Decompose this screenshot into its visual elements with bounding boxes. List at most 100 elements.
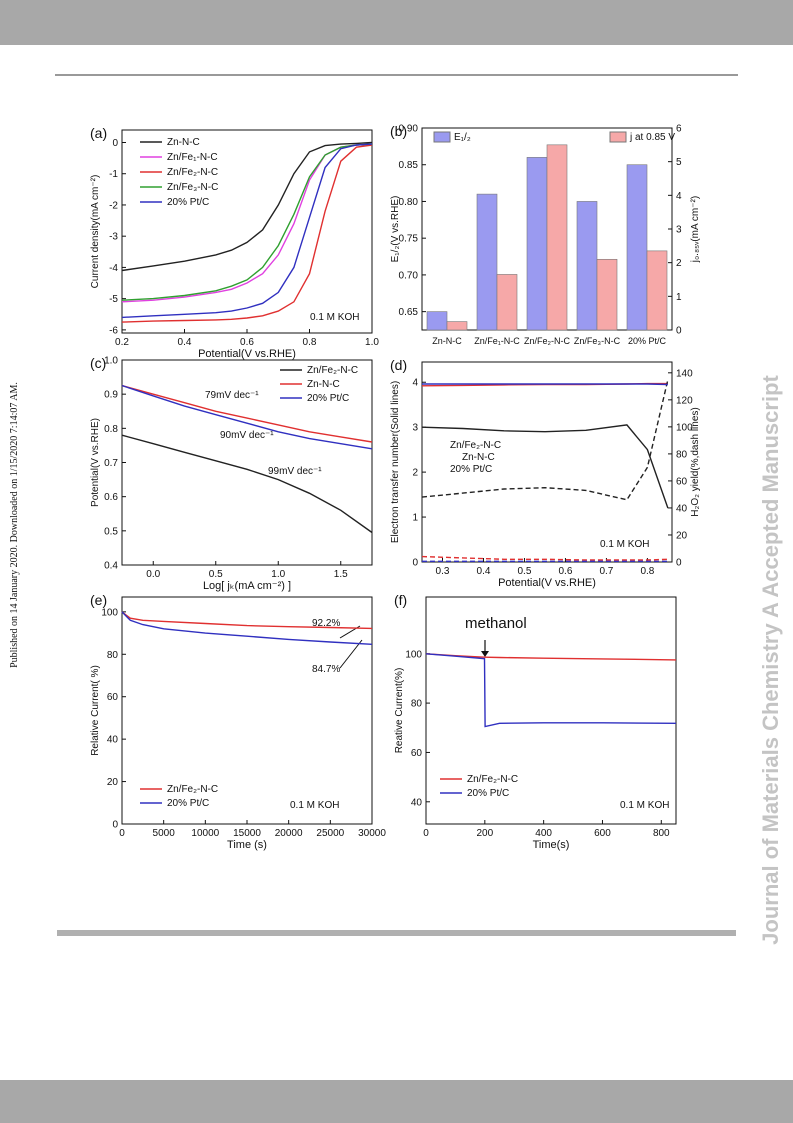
- y2-tick-label: 140: [676, 368, 693, 379]
- annotation: methanol: [465, 615, 527, 632]
- y-tick-label: 40: [411, 797, 423, 808]
- y-tick-label: 20: [107, 777, 119, 788]
- y2-tick-label: 0: [676, 326, 682, 337]
- line: [121, 611, 373, 630]
- legend-label: Zn-N-C: [307, 379, 340, 390]
- legend-label: 20% Pt/C: [167, 798, 209, 809]
- line: [121, 144, 373, 323]
- x-tick-label: 20000: [275, 828, 303, 839]
- y2-tick-label: 60: [676, 476, 688, 487]
- panel-label: (a): [90, 125, 107, 141]
- x-tick-label: 0.0: [146, 569, 160, 580]
- y-tick-label: 0.65: [399, 307, 419, 318]
- y2-tick-label: 6: [676, 124, 682, 135]
- x-axis-label: Time(s): [533, 839, 570, 851]
- y-tick-label: 0.75: [399, 234, 419, 245]
- legend-label: Zn/Fe₁-N-C: [167, 152, 218, 163]
- line: [121, 143, 373, 301]
- y-tick-label: -4: [109, 263, 118, 274]
- annotation: 0.1 M KOH: [310, 312, 359, 323]
- bar: [526, 157, 548, 331]
- panel-label: (f): [394, 592, 407, 608]
- y-tick-label: 60: [107, 692, 119, 703]
- y-axis-label: Current density(mA cm⁻²): [90, 175, 101, 289]
- y-tick-label: 0.5: [104, 526, 118, 537]
- x-tick-label: Zn-N-C: [432, 336, 462, 346]
- bar: [596, 258, 618, 331]
- x-tick-label: 30000: [358, 828, 386, 839]
- line: [121, 143, 373, 303]
- annotation: 90mV dec⁻¹: [220, 430, 274, 441]
- y2-tick-label: 20: [676, 530, 688, 541]
- x-tick-label: 1.0: [365, 337, 379, 348]
- header-bar: [0, 0, 793, 45]
- y2-tick-label: 3: [676, 225, 682, 236]
- y-tick-label: -1: [109, 169, 118, 180]
- y-tick-label: 100: [405, 649, 422, 660]
- arrow: [339, 639, 363, 669]
- x-axis-label: Log[ jₖ(mA cm⁻²) ]: [203, 580, 291, 592]
- plot-frame: [421, 361, 673, 563]
- y-axis-label: Reative Current(%): [394, 668, 405, 754]
- plot-frame: [425, 596, 677, 825]
- x-axis-label: Potential(V vs.RHE): [198, 348, 296, 360]
- y2-axis-label: j₀.₈₅ᵥ(mA cm⁻²): [690, 196, 701, 263]
- footer-rule: [57, 930, 736, 936]
- x-tick-label: 0.4: [178, 337, 192, 348]
- line: [121, 143, 373, 319]
- x-tick-label: 0.6: [558, 566, 572, 577]
- y-tick-label: 0.85: [399, 160, 419, 171]
- legend-label: Zn-N-C: [462, 452, 495, 463]
- y-tick-label: 40: [107, 735, 119, 746]
- y-tick-label: 0.7: [104, 458, 118, 469]
- legend-label: Zn-N-C: [167, 137, 200, 148]
- x-tick-label: 0.7: [599, 566, 613, 577]
- y2-tick-label: 4: [676, 191, 682, 202]
- y-tick-label: 0.6: [104, 492, 118, 503]
- plot-frame: [121, 596, 373, 825]
- y-axis-label: Potential(V vs.RHE): [90, 418, 101, 507]
- x-tick-label: Zn/Fe₁-N-C: [474, 336, 520, 346]
- x-axis-label: Potential(V vs.RHE): [498, 577, 596, 589]
- annotation: 0.1 M KOH: [620, 800, 669, 811]
- legend-label: Zn/Fe₂-N-C: [307, 365, 358, 376]
- y-tick-label: 80: [411, 699, 423, 710]
- y-tick-label: 3: [412, 423, 418, 434]
- y-tick-label: 0: [112, 820, 118, 831]
- x-tick-label: 0.4: [477, 566, 491, 577]
- bar: [426, 311, 448, 331]
- plot-frame: [121, 129, 373, 334]
- x-tick-label: 25000: [316, 828, 344, 839]
- y-tick-label: 1: [412, 513, 418, 524]
- y-tick-label: 0.70: [399, 270, 419, 281]
- x-tick-label: 20% Pt/C: [628, 336, 667, 346]
- panel-label: (e): [90, 592, 107, 608]
- bar: [476, 193, 498, 331]
- x-tick-label: 600: [594, 828, 611, 839]
- annotation: 92.2%: [312, 618, 340, 629]
- legend-label: 20% Pt/C: [167, 197, 209, 208]
- x-tick-label: 200: [476, 828, 493, 839]
- y2-tick-label: 80: [676, 449, 688, 460]
- y-tick-label: -2: [109, 200, 118, 211]
- side-note: Published on 14 January 2020. Downloaded…: [9, 382, 20, 668]
- legend-label: E₁/₂: [454, 132, 471, 143]
- y-tick-label: 60: [411, 748, 423, 759]
- journal-watermark: Journal of Materials Chemistry A Accepte…: [758, 374, 783, 944]
- y-tick-label: 4: [412, 378, 418, 389]
- line: [121, 141, 373, 272]
- bar: [626, 164, 648, 331]
- y-tick-label: 0: [112, 138, 118, 149]
- y-axis-label: Electron transfer number(Solid lines): [390, 381, 401, 543]
- x-tick-label: 1.0: [271, 569, 285, 580]
- annotation: 0.1 M KOH: [290, 800, 339, 811]
- x-tick-label: 0.5: [518, 566, 532, 577]
- y-tick-label: 1.0: [104, 356, 118, 367]
- x-axis-label: Time (s): [227, 839, 267, 851]
- bar: [496, 274, 518, 331]
- y-tick-label: 0.80: [399, 197, 419, 208]
- y2-tick-label: 0: [676, 558, 682, 569]
- panel-label: (d): [390, 357, 407, 373]
